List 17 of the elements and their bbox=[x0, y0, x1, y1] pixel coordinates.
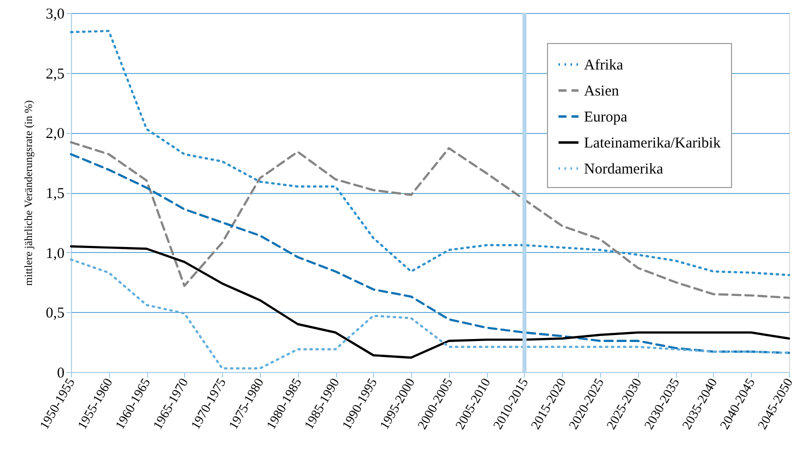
line-series bbox=[70, 258, 790, 370]
y-tick-label: 0 bbox=[57, 366, 64, 382]
y-tick-label: 1,0 bbox=[46, 246, 64, 262]
legend-label: Asien bbox=[584, 84, 620, 100]
y-tick-label: 3,0 bbox=[46, 6, 64, 22]
legend-label: Nordamerika bbox=[584, 162, 664, 178]
y-axis-title: mittlere jährliche Veränderungsrate (in %) bbox=[22, 100, 35, 286]
y-tick-label: 1,5 bbox=[46, 186, 64, 202]
legend-label: Europa bbox=[584, 110, 628, 126]
y-tick-label: 0,5 bbox=[46, 306, 64, 322]
legend-label: Afrika bbox=[584, 58, 624, 74]
legend-label: Lateinamerika/Karibik bbox=[584, 136, 722, 152]
line-series bbox=[70, 245, 790, 359]
line-series bbox=[70, 30, 790, 276]
y-tick-label: 2,0 bbox=[46, 126, 64, 142]
line-series bbox=[70, 153, 790, 354]
y-tick-label: 2,5 bbox=[46, 66, 64, 82]
